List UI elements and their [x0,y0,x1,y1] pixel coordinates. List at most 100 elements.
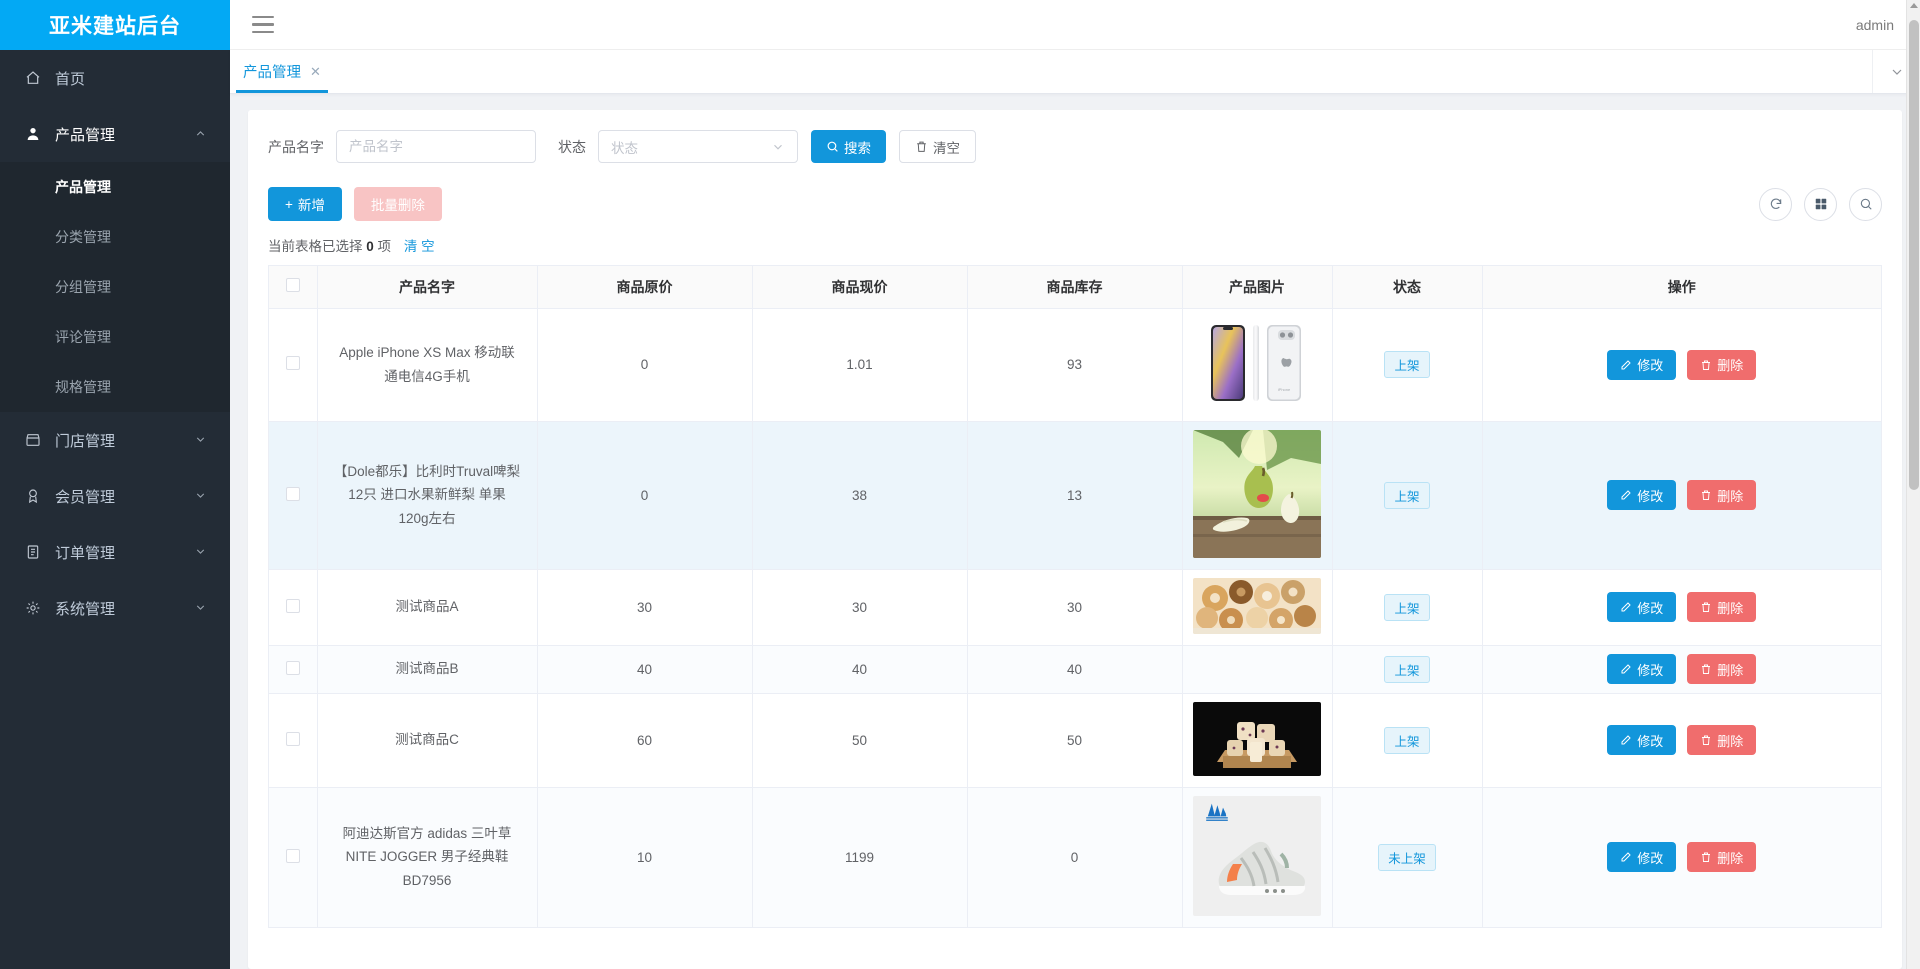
main-area: admin 产品管理 ✕ 产品名字 状态 状态 [230,0,1920,969]
product-image-adidas-shoe[interactable] [1193,795,1321,916]
product-image-pears[interactable] [1193,429,1321,558]
pencil-icon [1621,490,1631,500]
sidebar-item-product-management[interactable]: 产品管理 [0,106,230,162]
hamburger-icon[interactable] [252,16,274,33]
chevron-down-icon [194,601,208,615]
delete-button-label: 删除 [1717,600,1744,616]
row-checkbox[interactable] [285,660,300,675]
table-header-row: 产品名字 商品原价 商品现价 商品库存 产品图片 状态 操作 [269,266,1881,309]
product-image-cakes[interactable] [1193,701,1321,776]
sidebar-subitem-product-management[interactable]: 产品管理 [55,179,111,195]
home-icon [22,70,44,86]
row-checkbox[interactable] [285,598,300,613]
column-product-image[interactable]: 产品图片 [1182,266,1333,309]
status-badge: 未上架 [1378,843,1436,871]
product-name-input[interactable] [336,130,536,163]
selection-count: 0 [366,239,374,254]
product-table: 产品名字 商品原价 商品现价 商品库存 产品图片 状态 操作 [269,266,1881,928]
edit-button[interactable]: 修改 [1607,480,1677,510]
sidebar: 亚米建站后台 首页 产品管理 [0,0,230,969]
row-checkbox[interactable] [285,731,300,746]
refresh-button[interactable] [1759,187,1792,221]
column-original-price[interactable]: 商品原价 [537,266,753,309]
delete-button[interactable]: 删除 [1687,592,1757,622]
row-checkbox[interactable] [285,486,300,501]
column-status[interactable]: 状态 [1332,266,1483,309]
row-select-cell [269,421,318,570]
chevron-up-icon [194,127,208,141]
trash-icon [1702,664,1711,674]
product-image-biscuits[interactable] [1193,577,1321,634]
edit-button[interactable]: 修改 [1607,725,1677,755]
batch-delete-button[interactable]: 批量删除 [353,187,442,221]
sidebar-subitem-comment-management[interactable]: 评论管理 [55,329,111,345]
close-icon[interactable]: ✕ [310,63,321,79]
edit-button-label: 修改 [1637,600,1664,616]
cell-status: 未上架 [1332,787,1483,928]
sidebar-item-order-management[interactable]: 订单管理 [0,524,230,580]
add-button[interactable]: + 新增 [268,187,342,221]
column-product-name[interactable]: 产品名字 [317,266,538,309]
table-row[interactable]: 测试商品C 60 50 50 [269,693,1881,788]
delete-button[interactable]: 删除 [1687,654,1757,684]
delete-button[interactable]: 删除 [1687,349,1757,380]
selection-prefix: 当前表格已选择 [268,239,363,254]
clear-button[interactable]: 清空 [899,130,976,163]
cell-stock: 0 [967,787,1183,928]
cell-current-price: 50 [752,693,968,788]
scroll-up-icon[interactable] [1910,3,1918,8]
edit-button[interactable]: 修改 [1607,349,1677,380]
table-row[interactable]: Apple iPhone XS Max 移动联通电信4G手机 0 1.01 93 [269,308,1881,422]
delete-button[interactable]: 删除 [1687,725,1757,755]
columns-button[interactable] [1804,187,1837,221]
page-scrollbar[interactable] [1906,0,1920,969]
select-all-checkbox[interactable] [285,278,300,293]
selection-info: 当前表格已选择 0 项 清 空 [268,235,1882,255]
sidebar-item-system-management[interactable]: 系统管理 [0,580,230,636]
table-row[interactable]: 测试商品B 40 40 40 上架 [269,645,1881,694]
column-operations[interactable]: 操作 [1482,266,1881,309]
edit-button[interactable]: 修改 [1607,592,1677,622]
tabbar-more-button[interactable] [1872,50,1920,93]
row-select-cell [269,693,318,788]
search-toggle-button[interactable] [1849,187,1882,221]
admin-user-label[interactable]: admin [1855,16,1894,33]
table-row[interactable]: 【Dole都乐】比利时Truval啤梨12只 进口水果新鲜梨 单果120g左右 … [269,421,1881,570]
status-select[interactable]: 状态 [598,130,798,163]
sidebar-item-store-management[interactable]: 门店管理 [0,412,230,468]
grid-icon [1815,198,1826,210]
status-badge: 上架 [1384,593,1430,621]
cell-current-price: 30 [752,569,968,646]
sidebar-subitem-spec-management[interactable]: 规格管理 [55,379,111,395]
cell-original-price: 30 [537,569,753,646]
plus-icon: + [285,196,293,212]
edit-button[interactable]: 修改 [1607,654,1677,684]
edit-button-label: 修改 [1637,358,1664,373]
edit-button[interactable]: 修改 [1607,842,1677,872]
cell-operations: 修改 删除 [1482,645,1881,694]
add-button-label: 新增 [297,198,325,213]
column-current-price[interactable]: 商品现价 [752,266,968,309]
scrollbar-thumb[interactable] [1909,20,1919,490]
sidebar-subitem-category-management[interactable]: 分类管理 [55,229,111,245]
cell-status: 上架 [1332,569,1483,646]
table-row[interactable]: 测试商品A 30 30 30 [269,569,1881,646]
tab-product-management[interactable]: 产品管理 ✕ [230,50,334,93]
product-table-wrapper: 产品名字 商品原价 商品现价 商品库存 产品图片 状态 操作 [268,265,1882,928]
sidebar-item-member-management[interactable]: 会员管理 [0,468,230,524]
delete-button[interactable]: 删除 [1687,480,1757,510]
column-stock[interactable]: 商品库存 [967,266,1183,309]
row-checkbox[interactable] [285,356,300,370]
brand-title: 亚米建站后台 [0,0,230,50]
search-button[interactable]: 搜索 [811,130,886,163]
cell-original-price: 0 [537,421,753,570]
sidebar-subitem-group-management[interactable]: 分组管理 [55,279,111,295]
delete-button[interactable]: 删除 [1687,842,1757,872]
product-image-iphone-xs-max[interactable]: iPhone [1205,318,1309,408]
table-row[interactable]: 阿迪达斯官方 adidas 三叶草 NITE JOGGER 男子经典鞋BD795… [269,787,1881,928]
cell-original-price: 10 [537,787,753,928]
sidebar-item-home[interactable]: 首页 [0,50,230,106]
selection-clear-link[interactable]: 清 空 [403,239,435,254]
batch-delete-label: 批量删除 [370,198,425,213]
row-checkbox[interactable] [285,848,300,863]
